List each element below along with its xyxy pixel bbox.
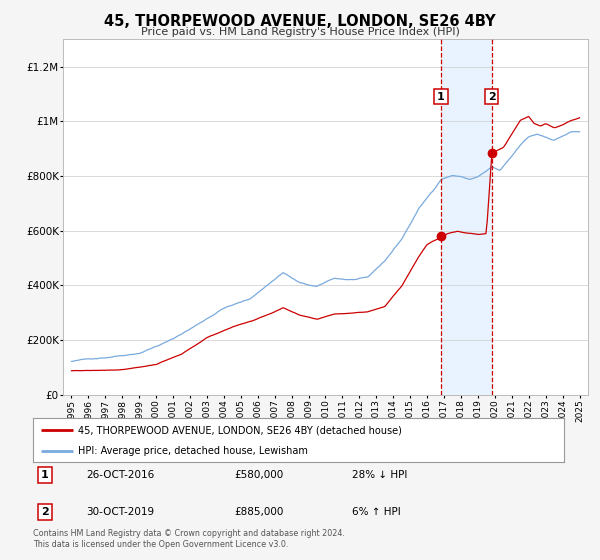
Text: 2: 2 [488, 92, 496, 102]
Text: 1: 1 [437, 92, 445, 102]
Text: 6% ↑ HPI: 6% ↑ HPI [352, 507, 400, 517]
Text: This data is licensed under the Open Government Licence v3.0.: This data is licensed under the Open Gov… [33, 540, 289, 549]
Text: 1: 1 [41, 470, 49, 480]
Text: HPI: Average price, detached house, Lewisham: HPI: Average price, detached house, Lewi… [78, 446, 308, 456]
Text: £885,000: £885,000 [235, 507, 284, 517]
Bar [441, 39, 492, 395]
Text: 28% ↓ HPI: 28% ↓ HPI [352, 470, 407, 480]
Text: 30-OCT-2019: 30-OCT-2019 [86, 507, 154, 517]
Text: £580,000: £580,000 [235, 470, 284, 480]
Text: 45, THORPEWOOD AVENUE, LONDON, SE26 4BY (detached house): 45, THORPEWOOD AVENUE, LONDON, SE26 4BY … [78, 425, 402, 435]
Text: 26-OCT-2016: 26-OCT-2016 [86, 470, 154, 480]
Text: 2: 2 [41, 507, 49, 517]
Text: 45, THORPEWOOD AVENUE, LONDON, SE26 4BY: 45, THORPEWOOD AVENUE, LONDON, SE26 4BY [104, 14, 496, 29]
Text: Contains HM Land Registry data © Crown copyright and database right 2024.: Contains HM Land Registry data © Crown c… [33, 529, 345, 538]
Text: Price paid vs. HM Land Registry's House Price Index (HPI): Price paid vs. HM Land Registry's House … [140, 27, 460, 37]
